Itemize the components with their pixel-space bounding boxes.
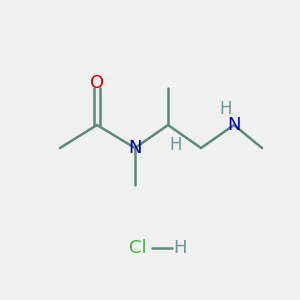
Text: H: H — [170, 136, 182, 154]
Text: H: H — [173, 239, 187, 257]
Text: H: H — [220, 100, 232, 118]
Text: N: N — [227, 116, 241, 134]
Text: N: N — [128, 139, 142, 157]
Text: O: O — [90, 74, 104, 92]
Text: Cl: Cl — [129, 239, 147, 257]
